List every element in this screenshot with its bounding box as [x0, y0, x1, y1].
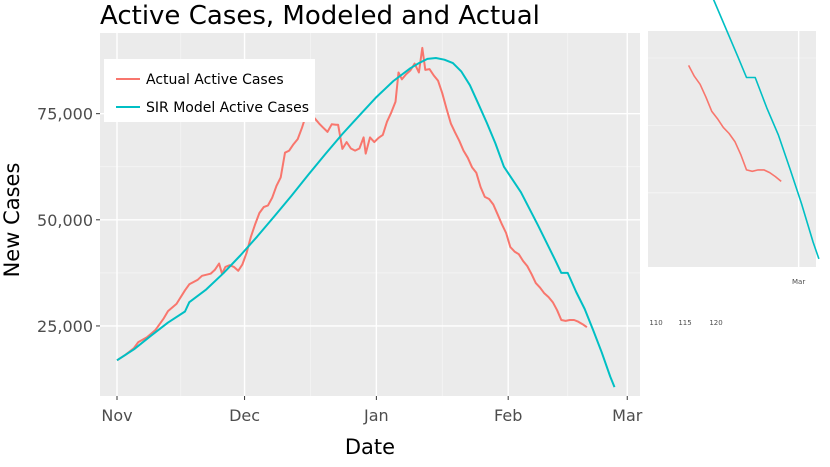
x-tick-label: Nov — [101, 406, 132, 425]
inset-tick-label: 115 — [678, 319, 691, 327]
y-axis-ticks: 25,000 50,000 75,000 — [37, 105, 100, 336]
legend-label-model: SIR Model Active Cases — [146, 100, 309, 116]
series-line-actual — [116, 46, 588, 362]
inset-date-label: Mar — [792, 278, 805, 286]
y-tick-label: 25,000 — [37, 317, 93, 336]
x-tick-label: Jan — [363, 406, 389, 425]
inset-background — [648, 31, 816, 267]
y-axis-title: New Cases — [0, 163, 24, 278]
x-axis-ticks: Nov Dec Jan Feb Mar — [101, 396, 643, 425]
legend-label-actual: Actual Active Cases — [146, 72, 284, 88]
legend: Actual Active Cases SIR Model Active Cas… — [104, 59, 315, 122]
legend-box — [104, 59, 315, 122]
y-tick-label: 75,000 — [37, 105, 93, 124]
inset-tick-label: 110 — [649, 319, 662, 327]
inset-line-model — [712, 0, 820, 260]
chart-title: Active Cases, Modeled and Actual — [100, 1, 540, 31]
x-tick-label: Dec — [229, 406, 260, 425]
x-tick-label: Feb — [494, 406, 522, 425]
inset-line-actual — [687, 65, 782, 183]
series-line-model — [116, 57, 616, 388]
inset-panel: Mar 110 115 120 — [648, 0, 820, 327]
x-axis-title: Date — [345, 435, 395, 459]
inset-tick-label: 120 — [709, 319, 722, 327]
x-tick-label: Mar — [612, 406, 643, 425]
y-tick-label: 50,000 — [37, 211, 93, 230]
